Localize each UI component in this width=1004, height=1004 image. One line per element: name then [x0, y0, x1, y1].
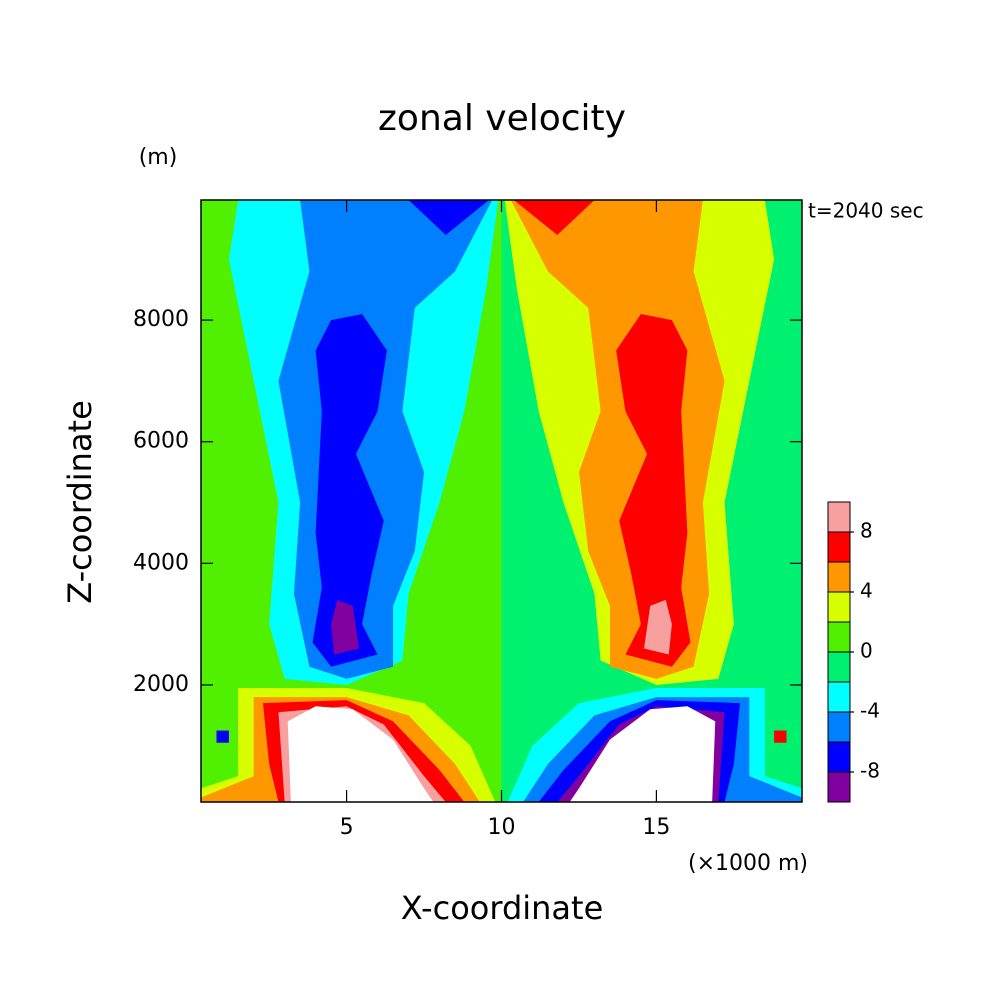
chart-title: zonal velocity — [378, 98, 626, 139]
contour-region — [774, 730, 787, 743]
y-unit: (m) — [139, 145, 178, 170]
x-tick-label: 15 — [642, 815, 670, 840]
colorbar-swatch — [827, 651, 851, 683]
contour-region — [331, 599, 359, 655]
plot-area — [201, 200, 802, 802]
y-tick-label: 6000 — [133, 429, 189, 454]
colorbar-swatch — [827, 591, 851, 623]
colorbar-swatch — [827, 711, 851, 743]
axes: 5 10 15 2000 4000 6000 8000 -8 -4 0 4 8 — [133, 199, 880, 840]
colorbar-swatch — [827, 561, 851, 593]
y-tick-label: 8000 — [133, 307, 189, 332]
x-tick-label: 5 — [340, 815, 354, 840]
colorbar-swatch — [827, 771, 851, 803]
colorbar-swatch — [827, 501, 851, 533]
colorbar-swatch — [827, 741, 851, 773]
contour-region — [312, 314, 387, 667]
colorbar-tick-label: 4 — [860, 579, 873, 603]
x-tick-label: 10 — [488, 815, 516, 840]
y-tick-label: 2000 — [133, 672, 189, 697]
colorbar-swatch — [827, 621, 851, 653]
x-axis-label: X-coordinate — [401, 889, 604, 927]
terrain-mask — [287, 706, 434, 802]
terrain-mask — [569, 706, 716, 802]
y-axis-label: Z-coordinate — [61, 400, 99, 604]
contour-region — [513, 200, 595, 235]
colorbar-swatch — [827, 531, 851, 563]
colorbar-tick-label: -4 — [860, 699, 880, 723]
colorbar-tick-label: -8 — [860, 759, 880, 783]
contour-region — [644, 599, 672, 655]
colorbar-tick-label: 8 — [860, 519, 873, 543]
contour-region — [616, 314, 691, 667]
colorbar-tick-label: 0 — [860, 639, 873, 663]
contour-region — [216, 730, 229, 743]
annotation: t=2040 sec — [808, 199, 924, 223]
x-unit: (×1000 m) — [688, 851, 808, 876]
colorbar-swatch — [827, 681, 851, 713]
contour-region — [408, 200, 490, 235]
y-tick-label: 4000 — [133, 550, 189, 575]
